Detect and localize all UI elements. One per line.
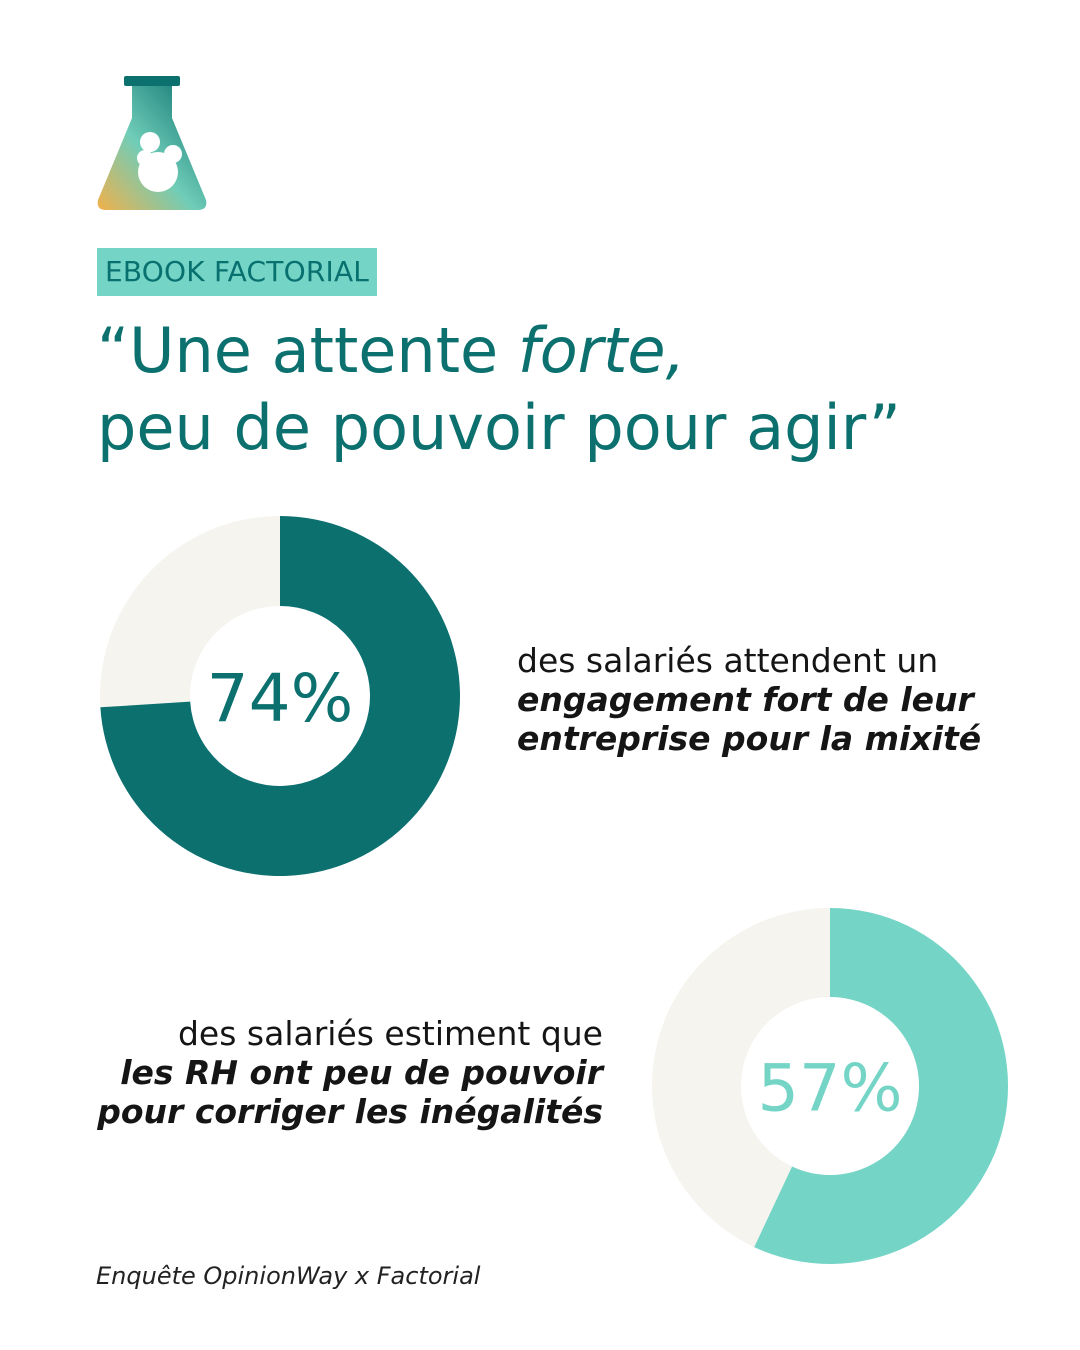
donut-1-center-label: 74% (207, 660, 354, 737)
stat-1-bold-line-1: engagement fort de leur (517, 680, 974, 719)
stat-2-bold-line-2: pour corriger les inégalités (97, 1092, 603, 1131)
donut-chart-74: 74% (100, 516, 461, 876)
flask-ampersand-icon (97, 76, 207, 210)
stat-1-plain: des salariés attendent un (517, 641, 939, 680)
headline-line-2: peu de pouvoir pour agir” (97, 391, 901, 464)
stat-2-bold-line-1: les RH ont peu de pouvoir (120, 1053, 603, 1092)
ebook-tag: EBOOK FACTORIAL (97, 248, 378, 296)
stat-2-text: des salariés estiment que les RH ont peu… (43, 1014, 603, 1131)
donut-2-remainder-slice (651, 907, 830, 1248)
donut-2-center-label: 57% (757, 1051, 902, 1127)
stat-2-plain: des salariés estiment que (177, 1014, 603, 1053)
headline: “Une attente forte, peu de pouvoir pour … (97, 312, 1057, 466)
stat-1-text: des salariés attendent un engagement for… (517, 641, 1057, 758)
source-note: Enquête OpinionWay x Factorial (96, 1262, 481, 1290)
headline-line-1: “Une attente forte, (97, 312, 1057, 389)
donut-1-value-slice (100, 516, 461, 876)
stat-1-bold-line-2: entreprise pour la mixité (517, 719, 982, 758)
donut-chart-57: 57% (651, 907, 1009, 1265)
headline-prefix: “Une attente (97, 314, 518, 387)
logo (96, 74, 208, 214)
donut-1-remainder-slice (100, 516, 280, 708)
donut-2-value-slice (754, 907, 1009, 1265)
headline-emphasis: forte, (517, 314, 686, 387)
